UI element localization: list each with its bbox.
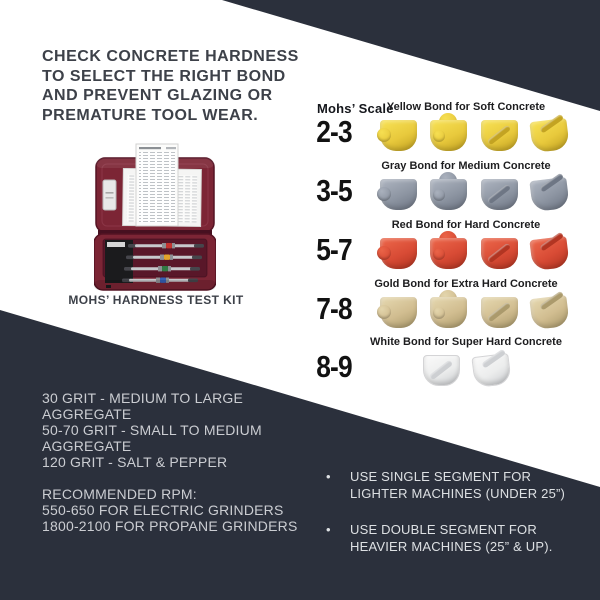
grinding-segment-photo: [377, 295, 417, 328]
mohs-range-value: 8-9: [316, 349, 352, 384]
bond-row-label: White Bond for Super Hard Concrete: [370, 336, 562, 348]
bullet-text: USE DOUBLE SEGMENT FOR HEAVIER MACHINES …: [350, 522, 553, 554]
bullet-item: • USE SINGLE SEGMENT FOR LIGHTER MACHINE…: [326, 468, 576, 502]
rpm-info-text: RECOMMENDED RPM: 550-650 FOR ELECTRIC GR…: [42, 486, 304, 534]
hardness-picks: [122, 243, 204, 283]
grinding-segment-photo: [529, 231, 570, 272]
grinding-segment-photo: [471, 348, 512, 389]
mohs-scale-title: Mohs’ Scale: [317, 101, 394, 116]
bullet-text: USE SINGLE SEGMENT FOR LIGHTER MACHINES …: [350, 469, 566, 501]
grinding-segment-photo: [423, 353, 460, 386]
mohs-row-red: Red Bond for Hard Concrete 5-7: [300, 219, 600, 275]
bullet-item: • USE DOUBLE SEGMENT FOR HEAVIER MACHINE…: [326, 521, 576, 555]
grinding-segment-photo: [529, 113, 570, 154]
grit-line: 120 GRIT - SALT & PEPPER: [42, 454, 228, 470]
headline-line: PREMATURE TOOL WEAR.: [42, 106, 259, 124]
page-title: CHECK CONCRETE HARDNESS TO SELECT THE RI…: [42, 47, 299, 125]
grinding-segment-photo: [481, 295, 518, 328]
mohs-range-value: 2-3: [316, 114, 352, 149]
bond-row-label: Gold Bond for Extra Hard Concrete: [374, 278, 558, 290]
hardness-chart-sheets: [122, 143, 202, 228]
mohs-row-gold: Gold Bond for Extra Hard Concrete 7-8: [300, 278, 600, 334]
grinding-segment-photo: [377, 236, 417, 269]
grinding-segment-photo: [430, 231, 467, 269]
grinding-segment-photo: [430, 113, 467, 151]
mohs-range-value: 7-8: [316, 291, 352, 326]
headline-line: CHECK CONCRETE HARDNESS: [42, 48, 299, 65]
kit-black-block: [105, 240, 133, 288]
rpm-line: 550-650 FOR ELECTRIC GRINDERS: [42, 502, 284, 518]
mohs-row-white: White Bond for Super Hard Concrete 8-9: [300, 336, 600, 392]
grit-line: 50-70 GRIT - SMALL TO MEDIUM AGGREGATE: [42, 422, 262, 454]
grit-line: 30 GRIT - MEDIUM TO LARGE AGGREGATE: [42, 390, 244, 422]
bond-row-label: Gray Bond for Medium Concrete: [381, 160, 551, 172]
grinding-segment-photo: [529, 290, 570, 331]
mohs-range-value: 3-5: [316, 173, 352, 208]
grinding-segment-photo: [377, 177, 417, 210]
grinding-segment-photo: [529, 172, 570, 213]
grinding-segment-photo: [430, 172, 467, 210]
grit-info-text: 30 GRIT - MEDIUM TO LARGE AGGREGATE 50-7…: [42, 390, 304, 470]
grinding-segment-photo: [481, 118, 518, 151]
mohs-row-gray: Gray Bond for Medium Concrete 3-5: [300, 160, 600, 216]
mohs-test-kit-image: [94, 143, 216, 291]
bullet-dot: •: [326, 469, 331, 484]
rpm-line: 1800-2100 FOR PROPANE GRINDERS: [42, 518, 298, 534]
bond-row-label: Red Bond for Hard Concrete: [391, 219, 541, 231]
grinding-segment-photo: [377, 118, 417, 151]
mohs-row-yellow: Yellow Bond for Soft Concrete 2-3: [300, 101, 600, 157]
grinding-segment-photo: [430, 290, 467, 328]
mohs-range-value: 5-7: [316, 232, 352, 267]
bond-row-label: Yellow Bond for Soft Concrete: [386, 101, 546, 113]
kit-caption: MOHS’ HARDNESS TEST KIT: [68, 293, 244, 307]
rpm-line: RECOMMENDED RPM:: [42, 486, 197, 502]
headline-line: AND PREVENT GLAZING OR: [42, 87, 273, 104]
grinding-segment-photo: [481, 236, 518, 269]
headline-line: TO SELECT THE RIGHT BOND: [42, 67, 286, 85]
segment-usage-bullets: • USE SINGLE SEGMENT FOR LIGHTER MACHINE…: [326, 468, 576, 555]
grinding-segment-photo: [481, 177, 518, 210]
bullet-dot: •: [326, 522, 331, 537]
